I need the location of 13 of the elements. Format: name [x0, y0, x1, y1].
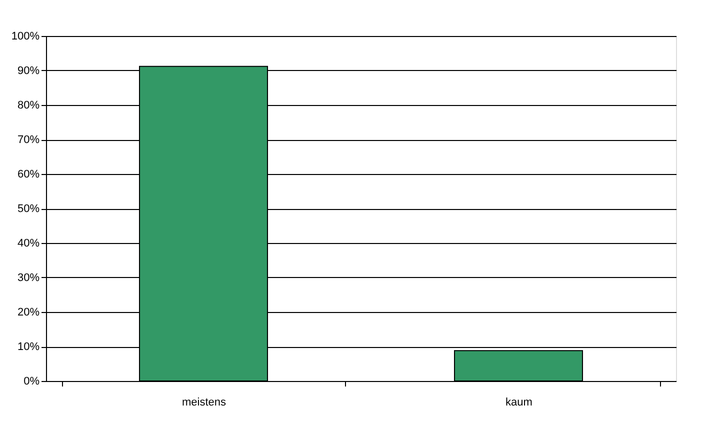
- y-tick-label: 10%: [17, 341, 40, 353]
- y-tick-label: 60%: [17, 168, 40, 180]
- y-tick-label: 80%: [17, 100, 40, 112]
- y-tick-label: 100%: [11, 30, 40, 42]
- y-tick-label: 70%: [17, 134, 40, 146]
- y-tick-label: 40%: [17, 238, 40, 250]
- y-tick-label: 30%: [17, 272, 40, 284]
- y-tick-label: 50%: [17, 203, 40, 215]
- x-tick-label: meistens: [182, 396, 226, 408]
- x-tick-label: kaum: [506, 396, 532, 408]
- y-tick-label: 20%: [17, 306, 40, 318]
- y-tick-label: 90%: [17, 65, 40, 77]
- y-tick-label: 0%: [24, 376, 40, 388]
